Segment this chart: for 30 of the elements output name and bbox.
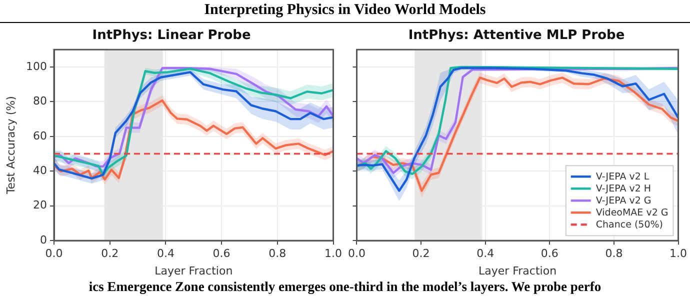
x-tick-label: 0.0 — [45, 247, 63, 260]
x-tick-label: 0.4 — [156, 247, 174, 260]
text: Interpreting Physics in Video World Models — [0, 0, 690, 23]
legend-label: V-JEPA v2 G — [596, 196, 652, 207]
y-tick-label: 80 — [33, 94, 47, 108]
legend-label: V-JEPA v2 H — [596, 184, 652, 195]
y-axis-title: Test Accuracy (%) — [4, 96, 18, 196]
x-tick-label: 0.6 — [212, 247, 230, 260]
x-tick-label: 0.2 — [101, 247, 119, 260]
x-tick-label: 0.6 — [540, 247, 558, 260]
x-tick-label: 0.2 — [412, 247, 430, 260]
x-axis-title: Layer Fraction — [154, 264, 233, 278]
x-tick-label: 0.8 — [605, 247, 623, 260]
legend-label: Chance (50%) — [596, 220, 663, 231]
x-tick-label: 0.8 — [268, 247, 286, 260]
legend-label: V-JEPA v2 L — [596, 172, 650, 183]
chart-title: IntPhys: Linear Probe — [92, 28, 251, 44]
y-tick-label: 0 — [40, 233, 47, 246]
x-tick-label: 0.4 — [476, 247, 494, 260]
chart-title: IntPhys: Attentive MLP Probe — [408, 28, 625, 44]
legend-label: VideoMAE v2 G — [596, 208, 668, 219]
y-tick-label: 20 — [33, 198, 47, 212]
y-tick-label: 60 — [33, 129, 47, 142]
x-axis-title: Layer Fraction — [478, 264, 557, 278]
x-tick-label: 1.0 — [324, 247, 342, 260]
y-tick-label: 100 — [26, 60, 47, 73]
y-tick-label: 40 — [33, 164, 47, 178]
x-tick-label: 0.0 — [348, 247, 366, 260]
x-tick-label: 1.0 — [670, 247, 688, 260]
text: ics Emergence Zone consistently emerges one-third in the model’s layers. We probe perfo — [88, 279, 602, 295]
